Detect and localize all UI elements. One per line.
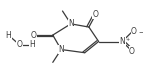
Text: H: H <box>5 31 11 40</box>
Text: −: − <box>138 29 143 34</box>
Text: N: N <box>119 37 125 46</box>
Text: O: O <box>129 47 135 56</box>
Text: N: N <box>58 45 64 54</box>
Text: +: + <box>125 37 129 42</box>
Text: O: O <box>30 31 36 40</box>
Text: N: N <box>68 19 74 28</box>
Text: O: O <box>131 27 137 36</box>
Text: O: O <box>17 40 22 49</box>
Text: O: O <box>93 10 99 19</box>
Text: H: H <box>29 40 35 49</box>
